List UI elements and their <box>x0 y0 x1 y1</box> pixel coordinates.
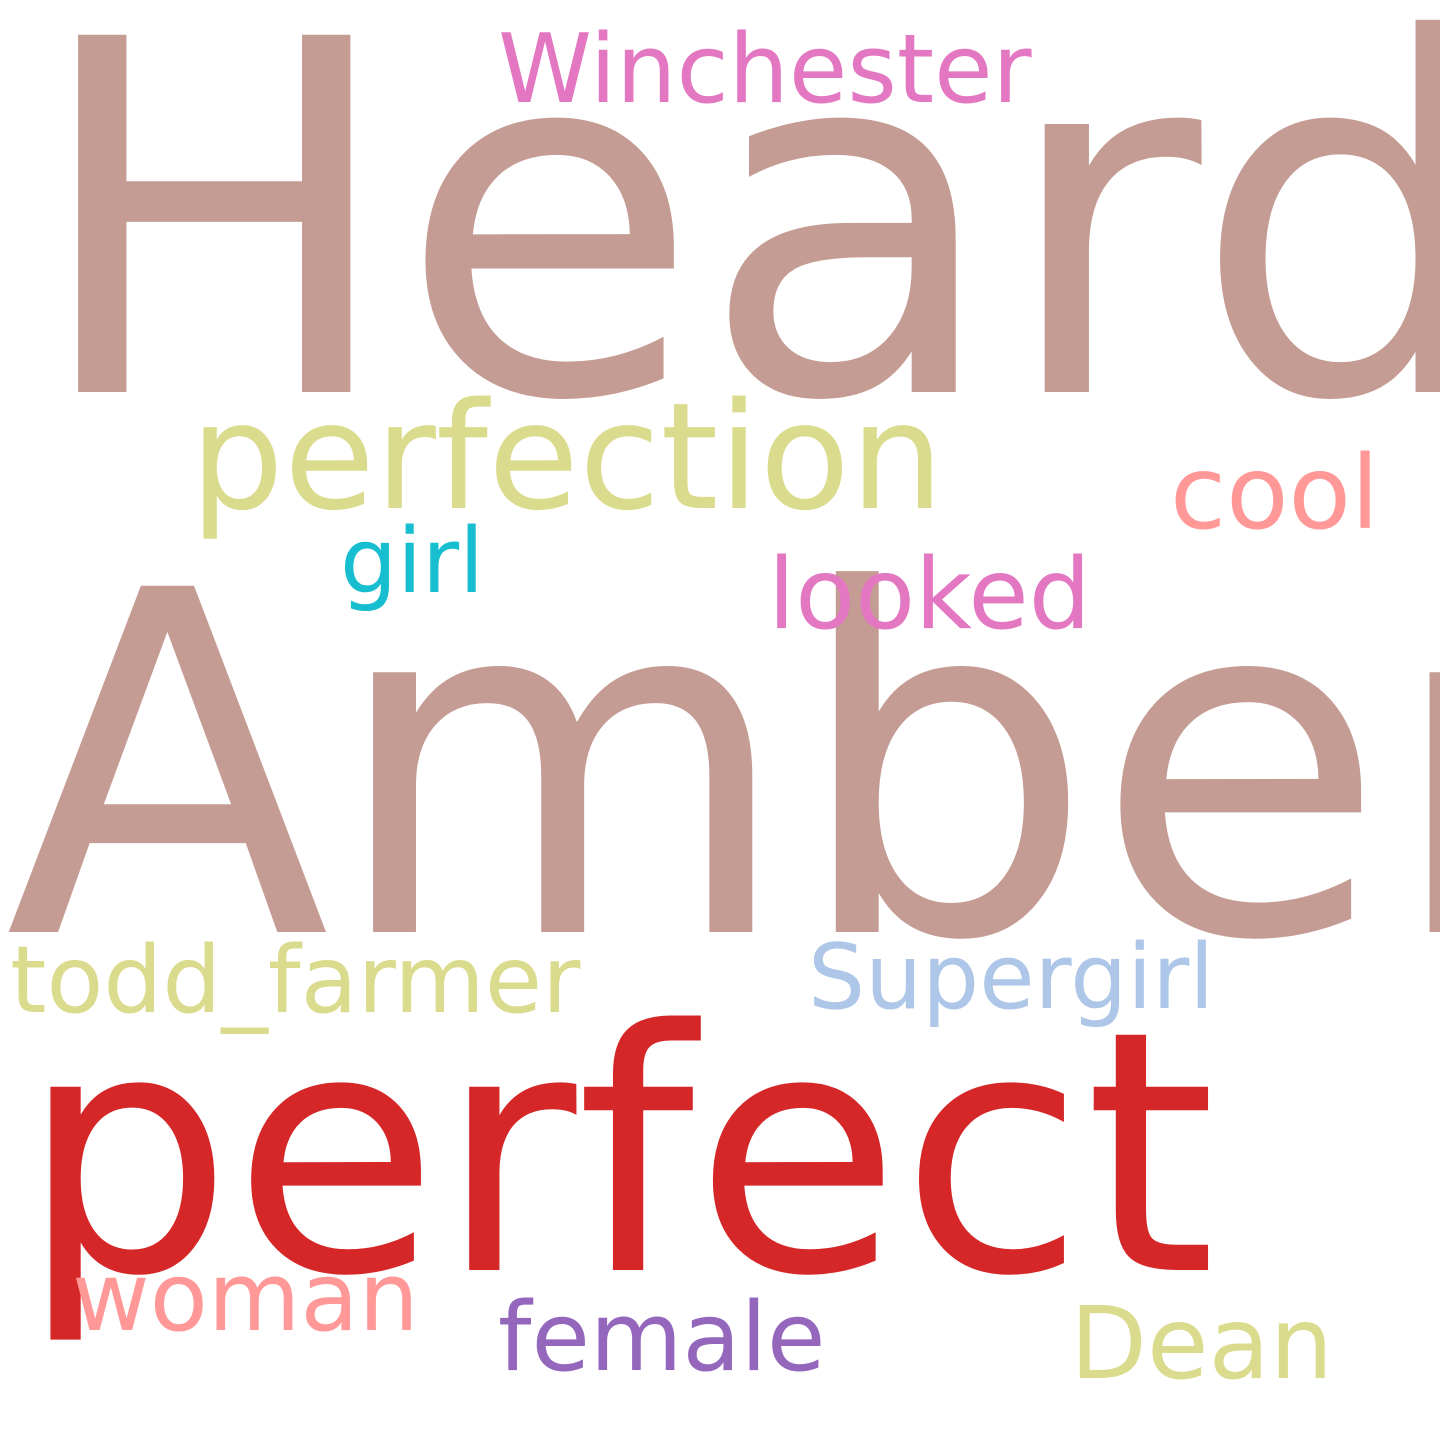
word-supergirl: Supergirl <box>808 925 1214 1030</box>
word-perfection: perfection <box>190 371 944 543</box>
word-amber: Amber <box>5 492 1440 1045</box>
word-perfect: perfect <box>20 960 1216 1350</box>
word-cool: cool <box>1170 434 1379 553</box>
word-winchester: Winchester <box>498 15 1033 125</box>
word-girl: girl <box>340 509 484 614</box>
word-looked: looked <box>768 538 1091 652</box>
word-dean: Dean <box>1070 1285 1333 1402</box>
word-woman: woman <box>72 1243 419 1353</box>
word-todd-farmer: todd_farmer <box>10 926 581 1034</box>
word-heard: Heard <box>30 0 1440 508</box>
word-female: female <box>498 1283 826 1393</box>
